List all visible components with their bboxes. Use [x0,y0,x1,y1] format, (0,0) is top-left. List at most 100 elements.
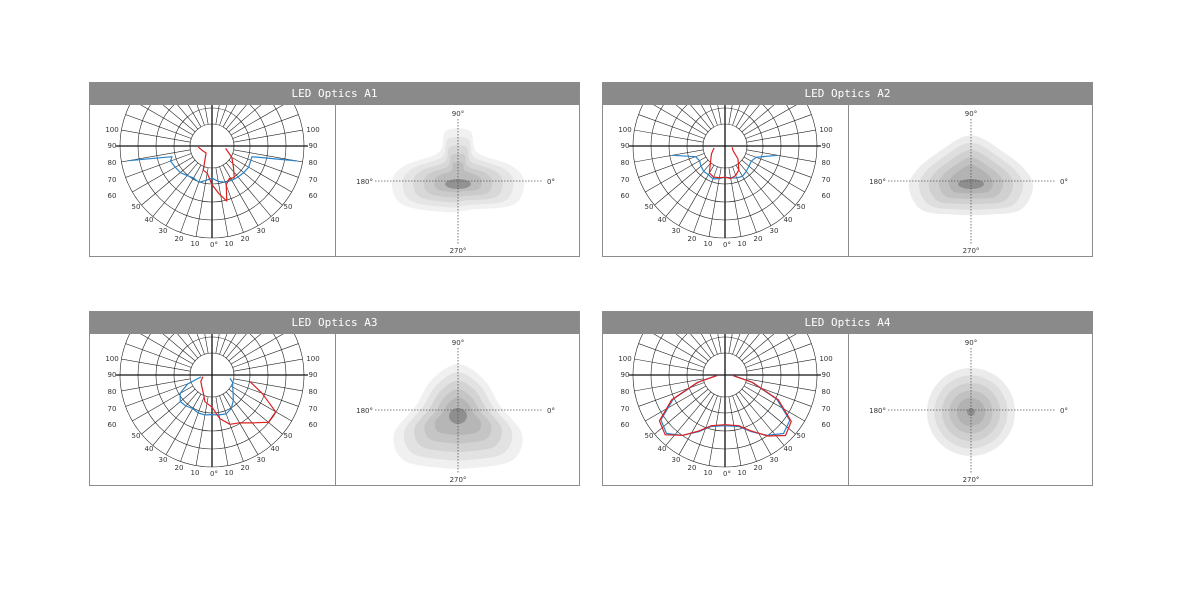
scale-label: 90 [309,371,318,379]
isolux-label-bottom: 270° [450,247,467,255]
scale-label: 10 [225,240,234,248]
scale-label: 20 [175,235,184,243]
scale-label: 80 [108,388,117,396]
isolux-diagram [393,364,523,469]
polar-spoke [645,156,707,193]
zero-degree-label: 0° [723,470,731,478]
optics-panel-a2: LED Optics A2 100 100 90 90 80 80 70 70 60 60 50 50… [602,82,1093,257]
polar-spoke [700,105,715,128]
polar-spoke [228,159,283,206]
polar-spoke [708,396,722,466]
polar-spoke [746,358,816,372]
polar-spoke [728,105,733,125]
polar-spoke [195,167,209,237]
scale-label: 70 [309,176,318,184]
isolux-label-left: 180° [356,407,373,415]
polar-spoke [638,382,705,407]
polar-spoke [732,334,741,355]
polar-spoke [728,396,742,466]
polar-spoke [195,396,209,466]
polar-spoke [125,153,192,178]
scale-label: 40 [145,216,154,224]
polar-spoke [638,153,705,178]
scale-label: 60 [822,192,831,200]
polar-and-isolux-diagram: 100 100 90 90 80 80 70 70 60 60 50 50 40 40 30 30 20 20 10… [618,105,1068,255]
panel-title: LED Optics A4 [603,312,1092,334]
zero-degree-label: 0° [723,241,731,249]
polar-spoke [219,166,244,233]
polar-spoke [745,343,812,368]
isolux-label-right: 0° [547,178,555,186]
polar-spoke [645,385,707,422]
scale-label: 100 [105,126,118,134]
isolux-label-top: 90° [452,110,464,118]
polar-spoke [665,391,712,446]
scale-label: 50 [284,203,293,211]
polar-spoke [653,105,707,136]
isolux-label-top: 90° [965,110,977,118]
polar-spoke [215,396,229,466]
polar-spoke [215,334,220,354]
polar-spoke [230,385,292,422]
scale-label: 50 [132,432,141,440]
isolux-label-right: 0° [1060,178,1068,186]
polar-spoke [125,114,192,139]
polar-spoke [165,164,202,226]
panel-divider [848,334,849,485]
scale-label: 10 [738,240,747,248]
polar-spoke [125,343,192,368]
polar-spoke [152,391,199,446]
isolux-label-top: 90° [965,339,977,347]
scale-label: 100 [618,355,631,363]
scale-label: 30 [672,227,681,235]
polar-spoke [222,393,259,455]
scale-label: 60 [309,421,318,429]
panel-title: LED Optics A1 [90,83,579,105]
scale-label: 90 [621,371,630,379]
polar-spoke [232,114,299,139]
polar-spoke [187,105,202,128]
polar-spoke [653,334,707,365]
polar-spoke [690,334,712,359]
optics-panel-a3: LED Optics A3 100 100 90 90 80 80 70 70 60 60 50 50… [89,311,580,486]
polar-spoke [228,105,262,133]
polar-spoke [219,334,228,355]
optics-panel-a4: LED Optics A4 100 100 90 90 80 80 70 70 60 60 50 50… [602,311,1093,486]
polar-spoke [225,334,247,359]
scale-label: 20 [241,235,250,243]
polar-spoke [225,105,247,130]
scale-label: 60 [309,192,318,200]
zero-degree-label: 0° [210,241,218,249]
polar-spoke [132,385,194,422]
scale-label: 50 [797,203,806,211]
isolux-label-bottom: 270° [450,476,467,484]
scale-label: 10 [191,469,200,477]
polar-grid [116,334,308,468]
polar-spoke [121,378,191,392]
polar-spoke [219,105,228,126]
polar-spoke [222,164,259,226]
isolux-label-top: 90° [452,339,464,347]
scale-label: 70 [309,405,318,413]
scale-label: 30 [257,227,266,235]
polar-spoke [141,159,196,206]
polar-grid [629,334,821,468]
polar-spoke [741,105,775,133]
polar-spoke [738,105,760,130]
polar-and-isolux-diagram: 100 100 90 90 80 80 70 70 60 60 50 50 40 40 30 30 20 20 10… [105,105,555,255]
scale-label: 10 [738,469,747,477]
scale-label: 80 [309,388,318,396]
polar-spoke [232,343,299,368]
scale-label: 60 [108,421,117,429]
panel-divider [335,105,336,256]
panel-title: LED Optics A2 [603,83,1092,105]
scale-label: 30 [159,456,168,464]
isolux-label-right: 0° [1060,407,1068,415]
scale-label: 40 [784,216,793,224]
polar-spoke [634,358,704,372]
isolux-label-bottom: 270° [963,476,980,484]
polar-spoke [215,167,229,237]
scale-label: 100 [819,126,832,134]
polar-spoke [735,164,772,226]
polar-spoke [678,164,715,226]
